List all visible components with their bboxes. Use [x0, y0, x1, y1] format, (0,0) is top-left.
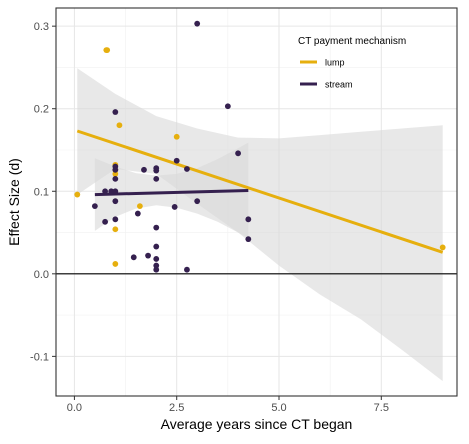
data-point-stream — [184, 266, 190, 273]
y-tick-label: -0.1 — [30, 351, 49, 363]
y-axis-title: Effect Size (d) — [6, 158, 22, 246]
data-point-stream — [153, 256, 160, 262]
data-point-stream — [194, 20, 201, 27]
data-point-lump — [439, 244, 446, 251]
data-point-stream — [134, 210, 141, 217]
x-tick-label: 0.0 — [67, 402, 82, 414]
data-point-stream — [171, 204, 178, 210]
data-point-stream — [194, 198, 201, 205]
data-point-stream — [153, 167, 160, 174]
data-point-stream — [245, 216, 252, 223]
confidence-band-stream — [94, 142, 249, 239]
data-point-stream — [153, 266, 160, 273]
data-point-stream — [108, 188, 115, 195]
data-point-stream — [141, 166, 147, 173]
legend-label-lump: lump — [325, 58, 345, 68]
data-point-lump — [116, 122, 123, 129]
data-point-lump — [112, 171, 119, 177]
data-point-stream — [91, 203, 98, 210]
data-point-stream — [130, 254, 137, 261]
data-point-stream — [112, 188, 119, 195]
data-point-lump — [112, 226, 119, 233]
legend-label-stream: stream — [325, 80, 353, 90]
data-point-lump — [112, 261, 119, 267]
x-tick-label: 5.0 — [271, 402, 286, 414]
data-point-lump — [173, 133, 180, 140]
y-tick-label: 0.2 — [34, 104, 49, 116]
data-point-lump — [74, 191, 81, 198]
data-point-stream — [235, 150, 241, 157]
x-tick-label: 7.5 — [374, 402, 389, 414]
data-point-stream — [153, 243, 160, 250]
data-point-lump — [136, 203, 143, 210]
data-point-stream — [112, 166, 119, 173]
data-point-stream — [112, 109, 119, 115]
y-tick-label: 0.0 — [34, 269, 49, 281]
y-tick-label: 0.3 — [34, 21, 49, 33]
data-point-stream — [102, 218, 109, 225]
fit-line-lump — [76, 129, 444, 254]
confidence-band-lump — [77, 68, 443, 382]
legend-title: CT payment mechanism — [298, 36, 406, 47]
plot-panel-border — [55, 7, 458, 397]
data-point-lump — [104, 47, 111, 54]
data-point-stream — [112, 175, 119, 182]
x-tick-label: 2.5 — [169, 402, 184, 414]
data-point-stream — [184, 166, 190, 172]
y-tick-label: 0.1 — [34, 186, 49, 198]
data-point-stream — [112, 198, 119, 205]
fit-line-stream — [94, 188, 249, 197]
data-point-stream — [224, 103, 231, 110]
data-point-stream — [145, 252, 151, 259]
data-point-stream — [153, 262, 160, 269]
data-point-stream — [173, 157, 180, 164]
data-point-stream — [112, 216, 119, 223]
data-point-stream — [245, 236, 252, 243]
data-point-stream — [102, 188, 109, 195]
x-axis-title: Average years since CT began — [161, 416, 353, 432]
data-point-stream — [153, 175, 160, 182]
data-point-stream — [153, 224, 160, 231]
